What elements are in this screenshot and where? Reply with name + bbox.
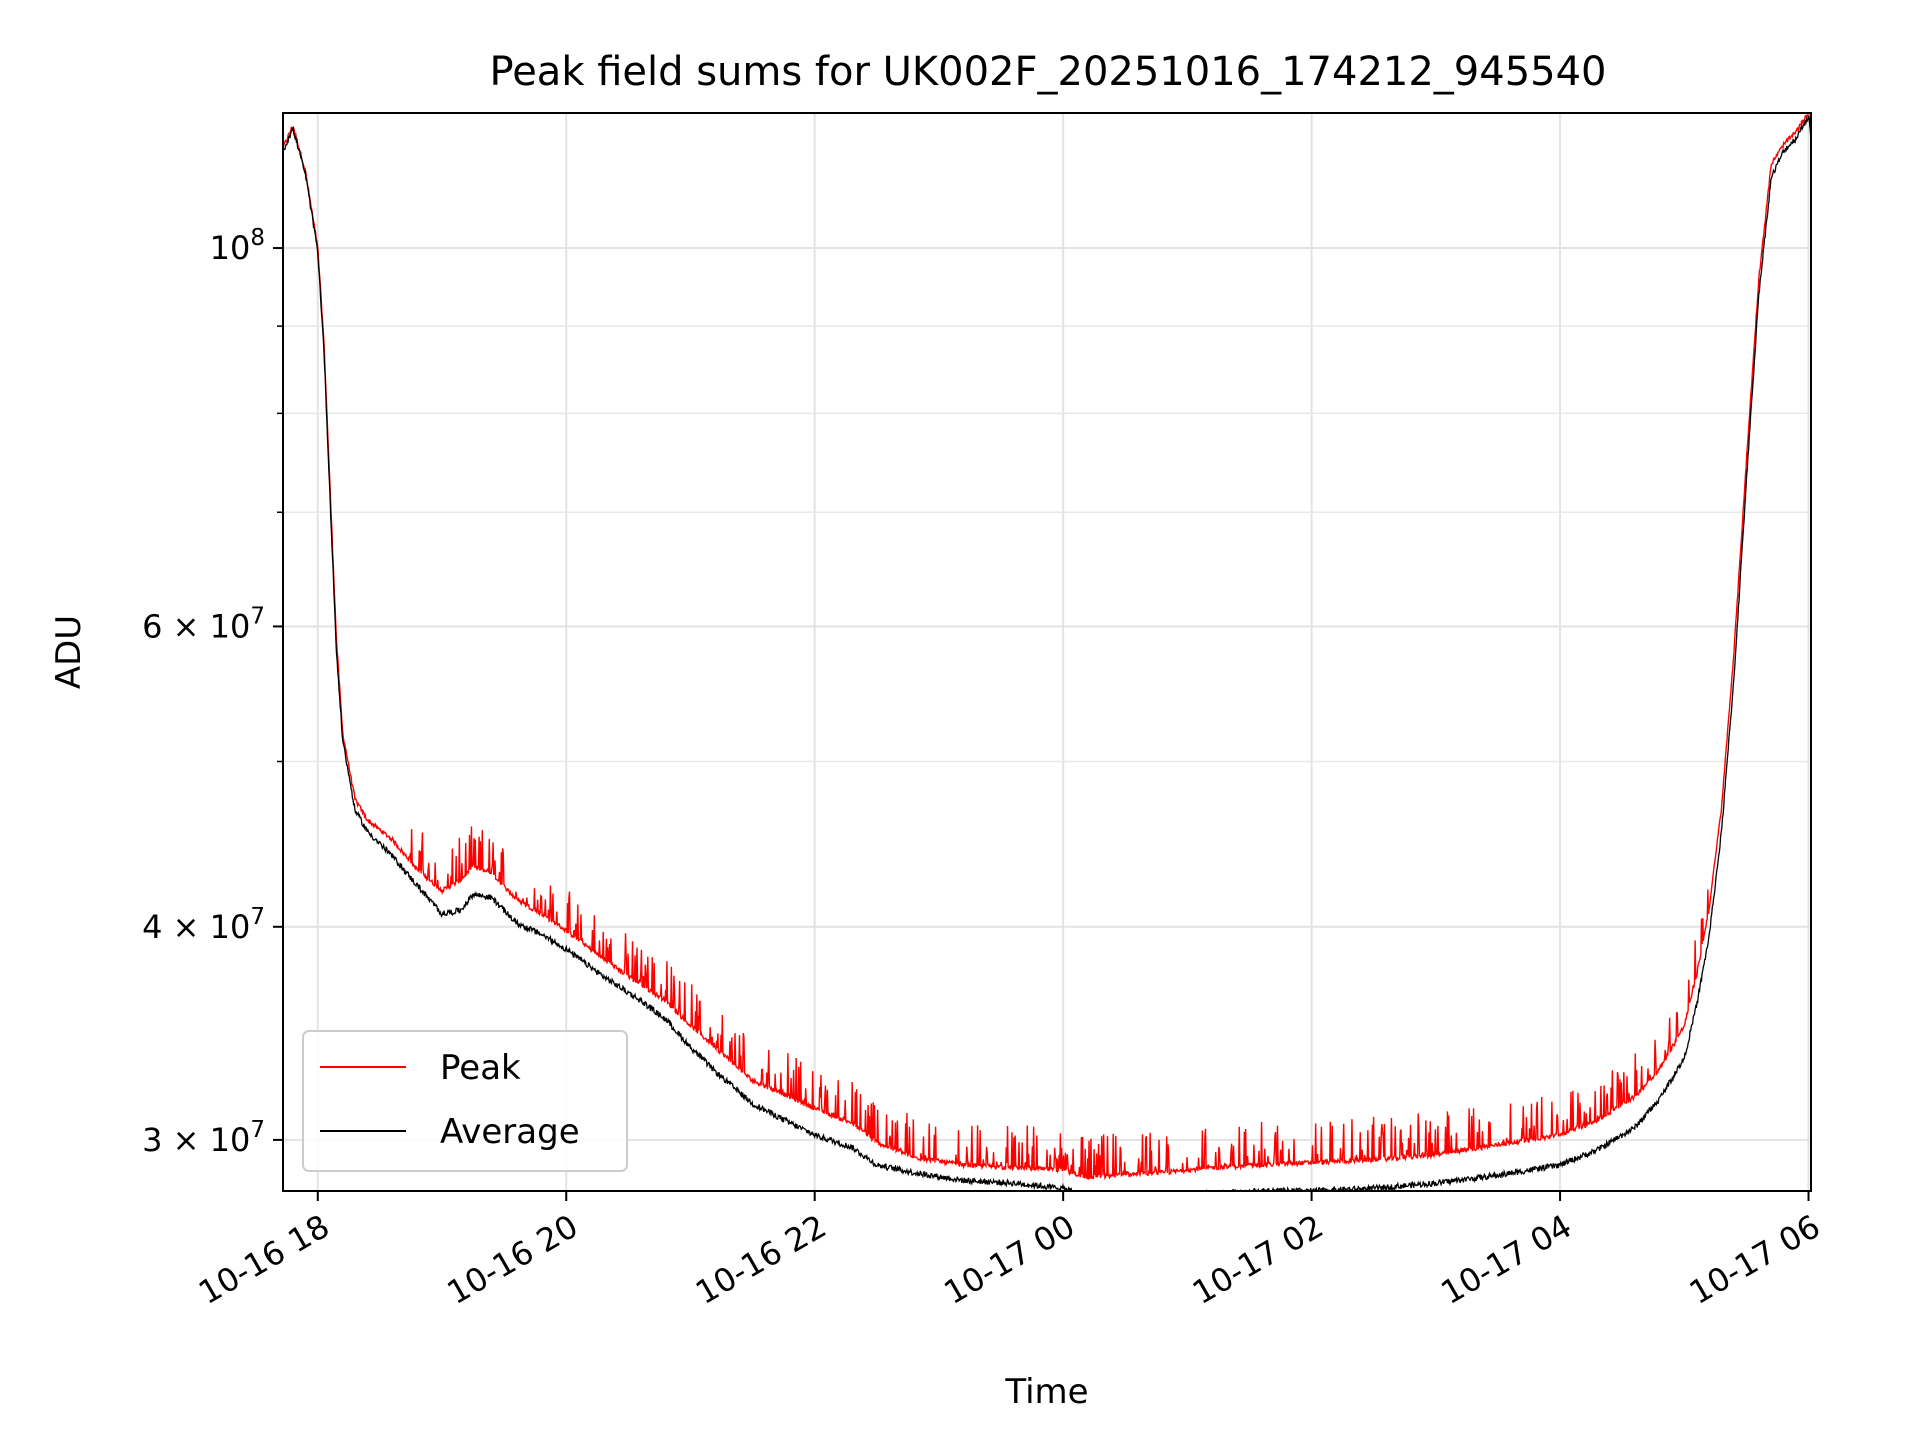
y-tick-label: 4 × 107 bbox=[142, 904, 265, 946]
series-line-peak bbox=[283, 114, 1811, 1181]
y-tick-label: 108 bbox=[210, 225, 265, 267]
chart-title: Peak field sums for UK002F_20251016_1742… bbox=[490, 49, 1607, 95]
legend: Peak Average bbox=[302, 1030, 628, 1172]
plot-frame bbox=[282, 112, 1812, 1192]
series-line-average bbox=[283, 116, 1811, 1191]
y-axis: 108 6 × 107 4 × 107 3 × 107 bbox=[142, 225, 283, 1159]
grid bbox=[283, 113, 1811, 1191]
series-layer bbox=[283, 114, 1811, 1191]
y-tick-label: 6 × 107 bbox=[142, 603, 265, 645]
legend-label-peak: Peak bbox=[440, 1048, 521, 1088]
y-tick-label: 3 × 107 bbox=[142, 1117, 265, 1159]
minor-grid bbox=[283, 325, 1811, 763]
x-axis-label: Time bbox=[1004, 1372, 1088, 1412]
plot-area bbox=[283, 114, 1811, 1191]
y-axis-label: ADU bbox=[49, 615, 89, 689]
legend-label-average: Average bbox=[440, 1112, 580, 1152]
